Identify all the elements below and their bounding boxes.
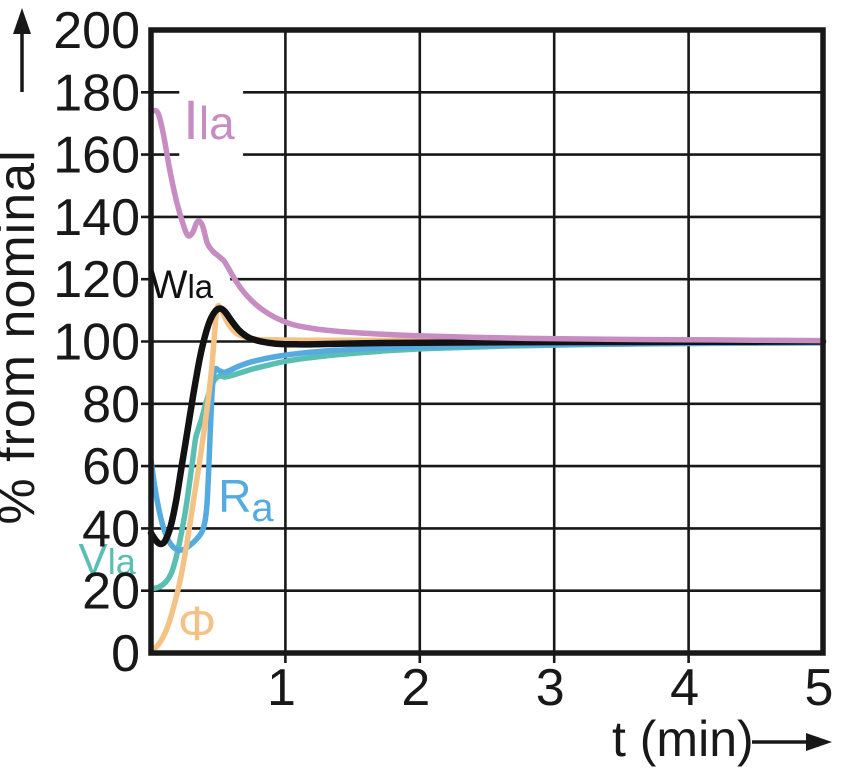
curve-label-Wla: Wla — [150, 263, 214, 307]
y-axis-label: % from nominal — [0, 149, 46, 524]
curve-label-Vla: Vla — [78, 535, 136, 584]
plot-border — [148, 27, 826, 656]
y-tick-label-140: 140 — [53, 189, 140, 247]
y-tick-label-20: 20 — [82, 563, 140, 621]
x-axis-arrowhead-icon — [806, 733, 832, 751]
curves — [147, 107, 827, 654]
curve-label-Ila: Ila — [183, 88, 235, 151]
y-tick-label-120: 120 — [53, 251, 140, 309]
y-axis-arrowhead-icon — [13, 8, 31, 34]
curve-Wla — [147, 305, 827, 548]
curve-label-halo-Ila — [179, 83, 244, 166]
curve-label-Phi: Φ — [178, 598, 216, 651]
y-tick-label-80: 80 — [82, 376, 140, 434]
y-tick-label-100: 100 — [53, 314, 140, 372]
x-tick-label-3: 3 — [536, 659, 565, 717]
x-tick-label-5: 5 — [805, 659, 834, 717]
curve-Ila — [148, 107, 826, 344]
curve-label-Ra: Ra — [218, 470, 274, 530]
curve-Ra — [148, 339, 826, 553]
x-axis-label: t (min) — [612, 711, 754, 767]
label-halos — [154, 83, 244, 322]
y-tick-label-200: 200 — [53, 2, 140, 60]
x-tick-label-2: 2 — [401, 659, 430, 717]
y-tick-label-40: 40 — [82, 500, 140, 558]
y-tick-label-160: 160 — [53, 127, 140, 185]
x-tick-label-1: 1 — [267, 659, 296, 717]
y-tick-label-180: 180 — [53, 64, 140, 122]
axes — [13, 8, 832, 751]
y-tick-label-0: 0 — [111, 625, 140, 683]
curve-Phi — [148, 302, 826, 654]
x-tick-label-4: 4 — [670, 659, 699, 717]
y-tick-label-60: 60 — [82, 438, 140, 496]
